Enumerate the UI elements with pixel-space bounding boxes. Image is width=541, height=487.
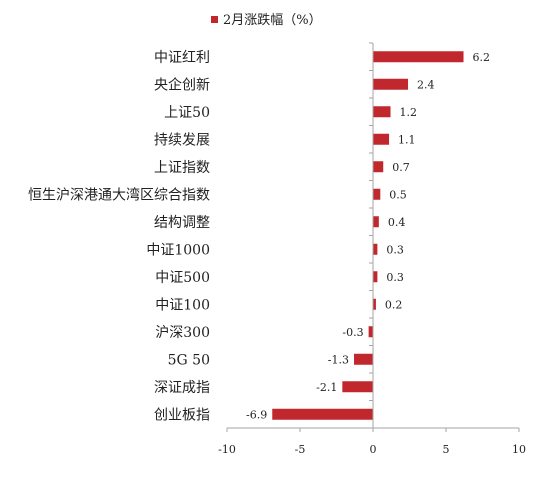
category-label-3: 持续发展 [154,131,210,148]
x-tick-label-0: -10 [218,443,236,456]
category-label-4: 上证指数 [154,160,210,176]
legend-label: 2月涨跌幅（%） [223,12,322,28]
bar-1 [373,78,409,90]
bar-12 [342,381,373,393]
value-label-2: 1.2 [400,106,418,119]
bar-6 [373,216,379,228]
value-label-8: 0.3 [386,271,404,284]
bar-8 [373,271,378,283]
value-label-6: 0.4 [388,216,406,229]
value-label-1: 2.4 [417,78,435,91]
x-tick-label-1: -5 [295,443,306,456]
bar-5 [373,188,381,200]
value-label-4: 0.7 [392,161,410,174]
labels-layer: 中证红利 6.2 央企创新 2.4 上证50 1.2 持续发展 1.1 上证指数 0.7 恒生沪深港… [28,50,526,456]
legend: 2月涨跌幅（%） [211,12,322,28]
category-label-12: 深证成指 [154,380,210,396]
x-tick-label-4: 10 [512,443,526,456]
category-label-13: 创业板指 [154,407,210,423]
bar-9 [373,298,376,310]
bar-3 [373,133,390,145]
bar-10 [368,326,373,338]
category-label-11: 5G 50 [168,352,210,368]
value-label-12: -2.1 [316,381,337,394]
value-label-10: -0.3 [342,326,363,339]
value-label-0: 6.2 [473,51,491,64]
category-label-6: 结构调整 [154,215,210,231]
bar-11 [354,353,373,365]
bar-13 [272,408,373,420]
category-label-2: 上证50 [164,105,210,121]
x-tick-label-3: 5 [443,443,450,456]
value-label-3: 1.1 [398,133,416,146]
value-label-5: 0.5 [389,188,407,201]
x-tick-label-2: 0 [370,443,377,456]
bars-layer [272,51,464,420]
value-label-9: 0.2 [385,298,403,311]
bar-0 [373,51,464,63]
bar-4 [373,161,384,173]
category-label-1: 央企创新 [154,76,210,93]
value-label-13: -6.9 [246,408,267,421]
bar-7 [373,243,378,255]
category-label-9: 中证100 [155,297,210,313]
value-label-11: -1.3 [328,353,349,366]
category-label-5: 恒生沪深港通大湾区综合指数 [28,186,210,203]
axis-layer [226,42,520,432]
category-label-0: 中证红利 [154,50,210,66]
value-label-7: 0.3 [386,243,404,256]
category-label-8: 中证500 [155,270,210,286]
category-label-10: 沪深300 [155,325,210,341]
bar-2 [373,106,391,118]
legend-swatch [211,16,218,23]
category-label-7: 中证1000 [146,242,210,258]
